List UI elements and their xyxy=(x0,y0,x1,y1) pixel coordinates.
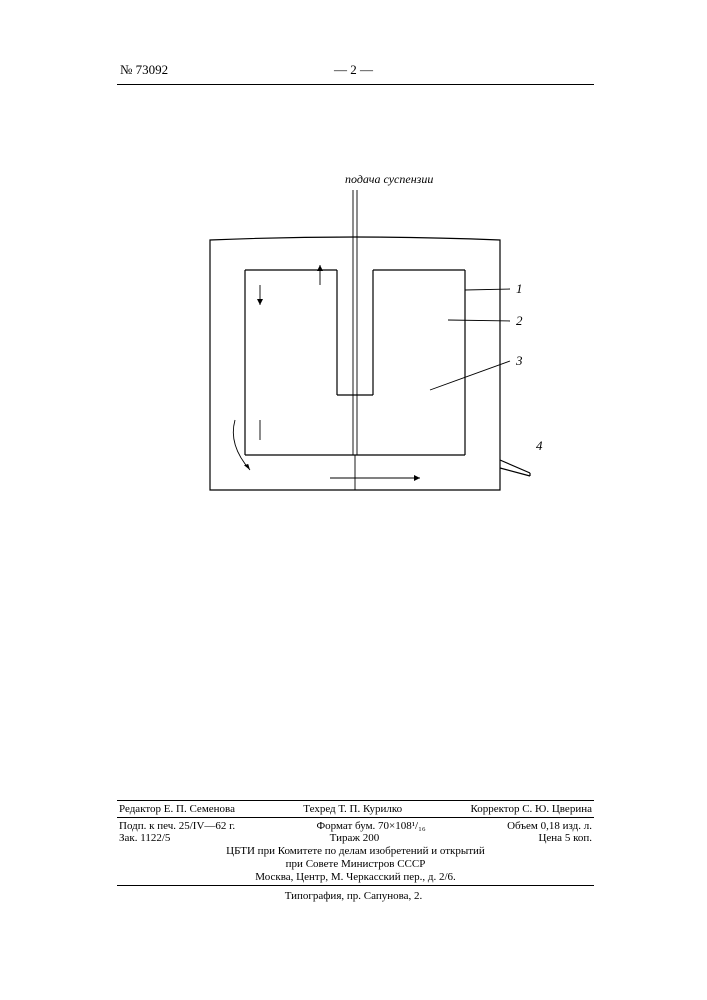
svg-text:3: 3 xyxy=(515,353,523,368)
publisher-address: Москва, Центр, М. Черкасский пер., д. 2/… xyxy=(117,871,594,883)
doc-number: № 73092 xyxy=(120,62,168,78)
svg-text:2: 2 xyxy=(516,313,523,328)
svg-text:1: 1 xyxy=(516,281,523,296)
typography-line: Типография, пр. Сапунова, 2. xyxy=(0,890,707,902)
svg-text:4: 4 xyxy=(536,438,543,453)
imprint-rule-3 xyxy=(117,885,594,886)
circulation: Тираж 200 xyxy=(330,832,380,844)
diagram-caption: подача суспензии xyxy=(345,172,433,187)
price: Цена 5 коп. xyxy=(538,832,592,844)
editor-credit: Редактор Е. П. Семенова xyxy=(119,803,235,815)
print-date: Подп. к печ. 25/IV—62 г. xyxy=(119,820,235,832)
imprint-rule-2 xyxy=(117,817,594,818)
publisher-line-1: ЦБТИ при Комитете по делам изобретений и… xyxy=(117,845,594,857)
diagram-svg: 1 2 3 4 xyxy=(180,190,550,520)
tech-credit: Техред Т. П. Курилко xyxy=(303,803,402,815)
corrector-credit: Корректор С. Ю. Цверина xyxy=(470,803,592,815)
page-number: — 2 — xyxy=(334,62,373,78)
imprint-print-row-2: Зак. 1122/5 Тираж 200 Цена 5 коп. xyxy=(117,832,594,844)
header-rule xyxy=(117,84,594,85)
apparatus-diagram: подача суспензии 1234 xyxy=(180,190,550,525)
imprint-credits-row: Редактор Е. П. Семенова Техред Т. П. Кур… xyxy=(117,803,594,815)
publisher-line-2: при Совете Министров СССР xyxy=(117,858,594,870)
order-number: Зак. 1122/5 xyxy=(119,832,170,844)
imprint-rule-1 xyxy=(117,800,594,801)
imprint-block: Редактор Е. П. Семенова Техред Т. П. Кур… xyxy=(117,798,594,888)
volume: Объем 0,18 изд. л. xyxy=(507,820,592,832)
imprint-print-row-1: Подп. к печ. 25/IV—62 г. Формат бум. 70×… xyxy=(117,820,594,832)
paper-format: Формат бум. 70×108¹/₁₆ xyxy=(316,820,425,832)
